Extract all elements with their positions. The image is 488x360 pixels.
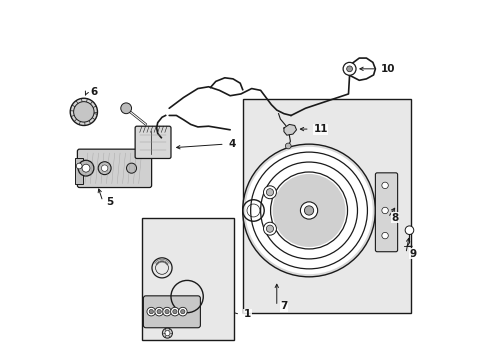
Circle shape xyxy=(242,144,375,277)
Text: 10: 10 xyxy=(380,64,394,74)
Circle shape xyxy=(70,98,97,126)
Circle shape xyxy=(170,307,179,316)
Circle shape xyxy=(381,232,387,239)
Circle shape xyxy=(78,160,94,176)
Text: 6: 6 xyxy=(90,87,97,97)
Circle shape xyxy=(82,164,90,172)
FancyBboxPatch shape xyxy=(135,126,171,158)
Bar xyxy=(75,158,83,184)
Circle shape xyxy=(272,174,345,247)
Text: 1: 1 xyxy=(244,310,250,319)
Circle shape xyxy=(172,310,177,314)
Bar xyxy=(243,99,410,313)
Circle shape xyxy=(149,310,153,314)
Circle shape xyxy=(101,165,108,171)
Circle shape xyxy=(263,222,276,235)
Text: 9: 9 xyxy=(408,248,416,258)
Circle shape xyxy=(157,310,161,314)
Circle shape xyxy=(163,307,171,316)
Circle shape xyxy=(405,226,413,234)
Circle shape xyxy=(381,207,387,214)
FancyBboxPatch shape xyxy=(375,173,397,252)
Circle shape xyxy=(263,186,276,199)
Text: 8: 8 xyxy=(391,213,398,222)
Circle shape xyxy=(304,206,313,215)
Text: 5: 5 xyxy=(106,197,113,207)
FancyBboxPatch shape xyxy=(77,149,151,188)
Circle shape xyxy=(164,310,169,314)
Circle shape xyxy=(178,307,187,316)
Circle shape xyxy=(162,328,172,338)
Circle shape xyxy=(300,202,317,219)
Text: 2: 2 xyxy=(199,328,206,338)
Circle shape xyxy=(126,163,136,173)
Circle shape xyxy=(76,163,82,169)
Circle shape xyxy=(245,147,372,274)
Circle shape xyxy=(164,330,169,336)
Circle shape xyxy=(155,307,163,316)
Circle shape xyxy=(180,310,184,314)
Circle shape xyxy=(266,225,273,232)
Polygon shape xyxy=(284,125,296,135)
Circle shape xyxy=(285,143,290,149)
Text: 7: 7 xyxy=(280,301,287,311)
Text: 3: 3 xyxy=(203,266,210,276)
Circle shape xyxy=(147,307,155,316)
Circle shape xyxy=(121,103,131,114)
Circle shape xyxy=(98,162,111,175)
Circle shape xyxy=(343,62,355,75)
Text: 11: 11 xyxy=(313,124,327,134)
Circle shape xyxy=(266,189,273,196)
Text: 4: 4 xyxy=(228,139,235,149)
FancyBboxPatch shape xyxy=(143,296,200,328)
Circle shape xyxy=(346,66,352,72)
Circle shape xyxy=(74,102,94,122)
Circle shape xyxy=(381,182,387,189)
Bar xyxy=(142,218,233,339)
